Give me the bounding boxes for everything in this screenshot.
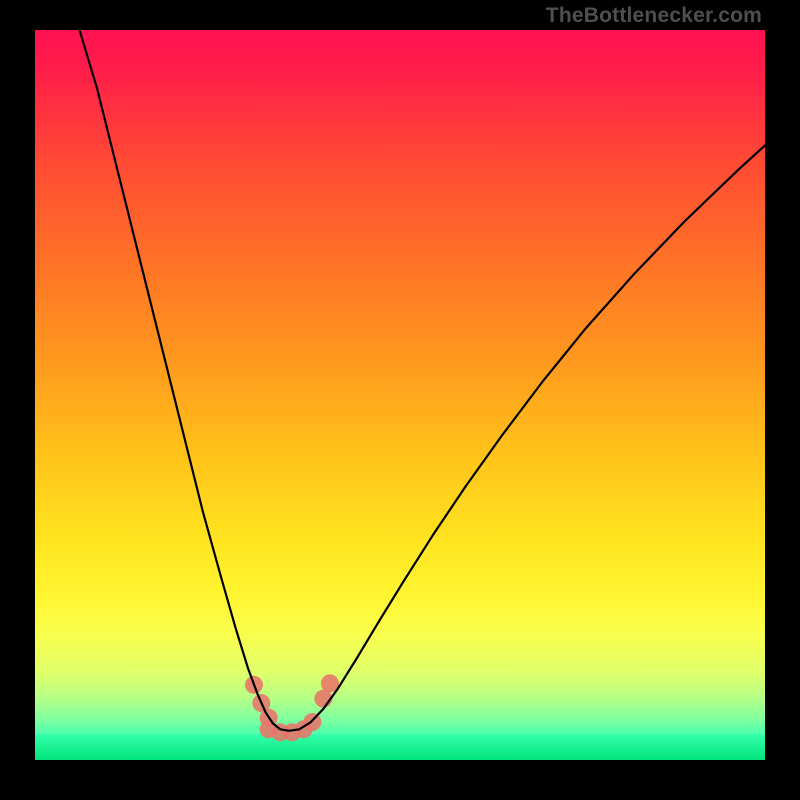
chart-frame: TheBottlenecker.com <box>0 0 800 800</box>
bottleneck-curve <box>75 30 765 731</box>
curve-layer <box>35 30 765 760</box>
watermark-text: TheBottlenecker.com <box>546 4 762 28</box>
plot-area <box>35 30 765 760</box>
